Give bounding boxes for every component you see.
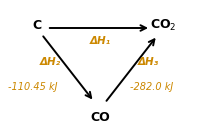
Text: -110.45 kJ: -110.45 kJ (8, 82, 58, 92)
Text: C: C (32, 19, 41, 32)
Text: CO: CO (90, 111, 110, 124)
Text: -282.0 kJ: -282.0 kJ (130, 82, 173, 92)
Text: ΔH₁: ΔH₁ (89, 36, 111, 46)
Text: ΔH₂: ΔH₂ (39, 57, 61, 67)
Text: CO$_2$: CO$_2$ (150, 18, 176, 33)
Text: ΔH₃: ΔH₃ (137, 57, 159, 67)
